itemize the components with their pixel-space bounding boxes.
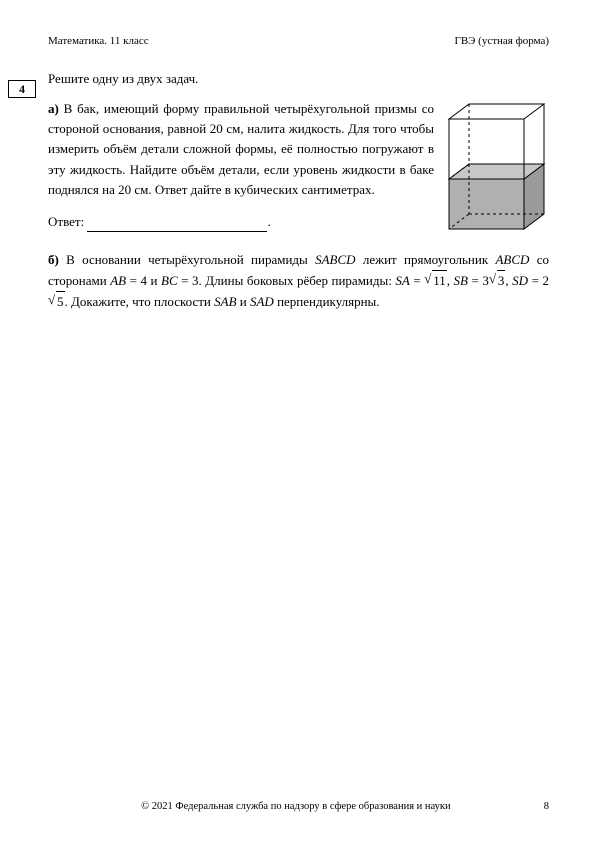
pb-t4: и (147, 273, 161, 288)
pb-t5: . Длины боковых рёбер пирамиды: (199, 273, 396, 288)
pb-t2: лежит прямоугольник (356, 252, 496, 267)
pb-m4: SAD (250, 294, 274, 309)
page-header: Математика. 11 класс ГВЭ (устная форма) (48, 35, 549, 47)
problem-number: 4 (19, 82, 25, 96)
answer-suffix: . (267, 214, 270, 229)
pb-eq4-sqrt: 3 (489, 270, 506, 291)
footer-page-number: 8 (544, 801, 549, 812)
pb-eq2a: BC (161, 273, 178, 288)
part-b-text: б) В основании четырёхугольной пирамиды … (48, 250, 549, 312)
prism-diagram (444, 99, 549, 237)
pb-t1: В основании четырёхугольной пирамиды (59, 252, 315, 267)
pb-eq4v: 3 (497, 270, 506, 291)
pb-m2: ABCD (495, 252, 529, 267)
instruction-text: Решите одну из двух задач. (48, 69, 549, 89)
pb-eq5c: 2 (542, 273, 549, 288)
pb-eq5a: SD (512, 273, 528, 288)
footer-copyright: © 2021 Федеральная служба по надзору в с… (48, 801, 544, 812)
answer-label: Ответ: (48, 214, 84, 229)
liquid-front (449, 179, 524, 229)
header-left: Математика. 11 класс (48, 35, 149, 47)
part-a-body: В бак, имеющий форму правильной четырёху… (48, 101, 434, 197)
pb-eq2b: = 3 (178, 273, 199, 288)
content-block: Решите одну из двух задач. а) В бак, име… (48, 69, 549, 312)
problem-number-box: 4 (8, 80, 36, 98)
part-b-label: б) (48, 252, 59, 267)
page-footer: © 2021 Федеральная служба по надзору в с… (48, 801, 549, 812)
pb-eq3a: SA (395, 273, 409, 288)
pb-eq5v: 5 (56, 291, 65, 312)
pb-eq4a: SB (454, 273, 468, 288)
pb-m1: SABCD (315, 252, 355, 267)
pb-t6: , (447, 273, 454, 288)
top-face (449, 104, 544, 119)
pb-eq5-sqrt: 5 (48, 291, 65, 312)
pb-eq3v: 11 (432, 270, 447, 291)
part-a-wrapper: а) В бак, имеющий форму правильной четыр… (48, 99, 549, 200)
pb-t10: перпендикулярны. (274, 294, 380, 309)
part-a-label: а) (48, 101, 59, 116)
pb-eq3-sqrt: 11 (424, 270, 447, 291)
pb-t8: . Докажите, что плоскости (65, 294, 215, 309)
header-right: ГВЭ (устная форма) (454, 35, 549, 47)
pb-m3: SAB (214, 294, 236, 309)
pb-eq1a: AB (110, 273, 126, 288)
pb-eq1b: = 4 (126, 273, 147, 288)
page: Математика. 11 класс ГВЭ (устная форма) … (0, 0, 589, 842)
answer-blank[interactable] (87, 220, 267, 232)
pb-t9: и (237, 294, 250, 309)
